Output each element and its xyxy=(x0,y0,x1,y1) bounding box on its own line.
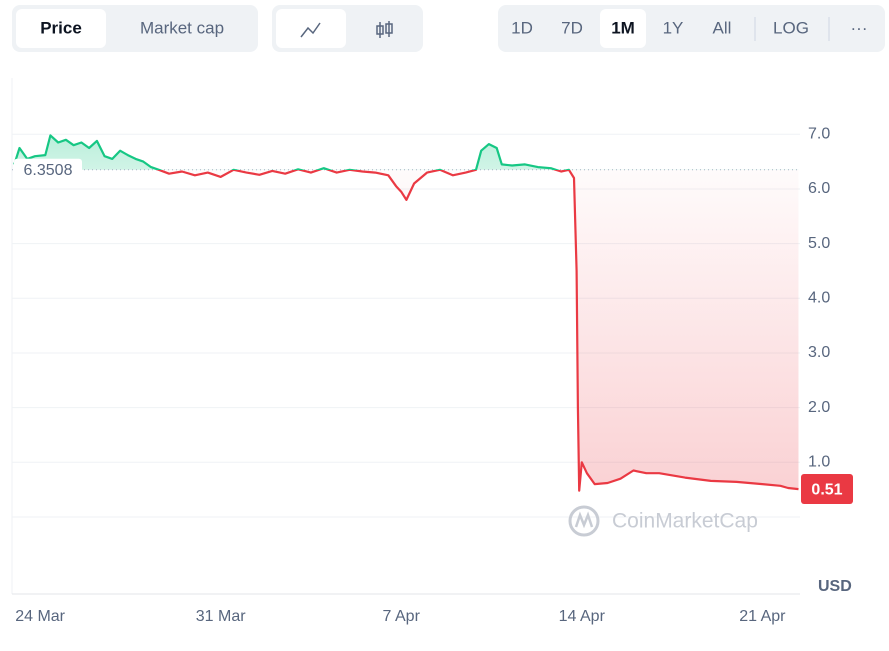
timeframe-active xyxy=(600,9,646,48)
x-tick-label: 7 Apr xyxy=(383,608,421,625)
watermark: CoinMarketCap xyxy=(568,505,758,537)
line-icon[interactable] xyxy=(300,22,321,38)
y-tick-label: 5.0 xyxy=(808,235,830,252)
y-tick-label: 6.0 xyxy=(808,180,830,197)
price-area xyxy=(14,135,799,491)
last-price-label: 0.51 xyxy=(811,481,842,498)
candle-icon[interactable] xyxy=(376,21,393,38)
y-tick-label: 7.0 xyxy=(808,126,830,143)
y-tick-label: 1.0 xyxy=(808,453,830,470)
timeframe-button[interactable]: 7D xyxy=(561,18,583,37)
reference-label-bg xyxy=(14,158,82,181)
view-tab[interactable]: Price xyxy=(40,18,82,37)
timeframe-button[interactable]: 1D xyxy=(511,18,533,37)
more-button[interactable]: ··· xyxy=(851,18,868,37)
watermark-text: CoinMarketCap xyxy=(612,510,758,533)
x-tick-label: 14 Apr xyxy=(559,608,606,625)
type-active xyxy=(276,9,346,48)
x-tick-label: 24 Mar xyxy=(15,608,65,625)
reference-label: 6.3508 xyxy=(24,162,73,179)
x-tick-label: 21 Apr xyxy=(739,608,786,625)
price-line xyxy=(13,134,799,492)
last-price-tag xyxy=(801,474,853,505)
view-tab[interactable]: Market cap xyxy=(140,18,224,37)
timeframe-group xyxy=(498,5,885,52)
log-toggle[interactable]: LOG xyxy=(773,18,809,37)
timeframe-button[interactable]: 1Y xyxy=(663,18,684,37)
currency-label: USD xyxy=(818,578,852,595)
x-tick-label: 31 Mar xyxy=(196,608,246,625)
y-tick-label: 4.0 xyxy=(808,290,830,307)
timeframe-button[interactable]: All xyxy=(713,18,732,37)
view-tab-active xyxy=(16,9,106,48)
timeframe-button[interactable]: 1M xyxy=(611,18,635,37)
y-tick-label: 3.0 xyxy=(808,344,830,361)
y-tick-label: 2.0 xyxy=(808,399,830,416)
